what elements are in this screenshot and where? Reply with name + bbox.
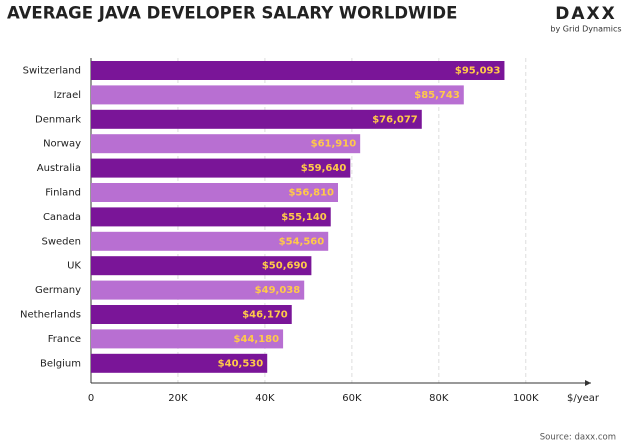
y-tick-label: Finland [45, 188, 81, 199]
value-label: $55,140 [281, 212, 327, 223]
y-tick-label: Switzerland [23, 66, 81, 77]
y-tick-label: Canada [43, 212, 81, 223]
y-tick-label: Izrael [54, 90, 81, 101]
bar [91, 207, 331, 227]
y-tick-label: Denmark [35, 114, 81, 125]
x-axis-arrow [585, 380, 591, 386]
value-label: $56,810 [288, 188, 334, 199]
y-tick-label: Sweden [41, 236, 81, 247]
value-label: $54,560 [279, 236, 325, 247]
logo-tagline: by Grid Dynamics [550, 25, 621, 34]
y-tick-label: Belgium [40, 358, 81, 369]
bar [91, 305, 292, 324]
bar [91, 353, 268, 373]
y-tick-label: UK [67, 261, 81, 272]
bar [91, 158, 351, 178]
value-label: $76,077 [372, 114, 418, 125]
x-tick-label: 40K [255, 393, 275, 404]
bar [91, 109, 422, 129]
bar [91, 134, 361, 154]
bar [91, 61, 505, 80]
value-label: $50,690 [262, 261, 308, 272]
value-label: $59,640 [301, 163, 347, 174]
x-axis-label: $/year [567, 393, 600, 404]
bar [91, 280, 305, 300]
logo-name: DAXX [555, 4, 616, 24]
bar [91, 329, 284, 349]
value-label: $44,180 [234, 334, 280, 345]
x-tick-label: 0 [88, 393, 94, 404]
y-tick-label: France [48, 334, 81, 345]
x-tick-label: 20K [168, 393, 188, 404]
value-label: $40,530 [218, 358, 264, 369]
bar [91, 231, 329, 251]
x-tick-label: 100K [513, 393, 539, 404]
value-label: $85,743 [414, 90, 460, 101]
chart-title: AVERAGE JAVA DEVELOPER SALARY WORLDWIDE [7, 4, 457, 23]
source: Source: daxx.com [540, 433, 616, 443]
value-label: $46,170 [242, 310, 288, 321]
bar [91, 256, 312, 276]
value-label: $95,093 [455, 66, 501, 77]
y-tick-label: Netherlands [20, 310, 81, 321]
y-tick-label: Germany [35, 285, 81, 296]
bar [91, 85, 464, 105]
value-label: $61,910 [311, 139, 357, 150]
value-label: $49,038 [255, 285, 301, 296]
x-tick-label: 60K [342, 393, 362, 404]
y-tick-label: Australia [37, 163, 81, 174]
y-tick-label: Norway [43, 139, 81, 150]
bar [91, 183, 338, 202]
x-tick-label: 80K [429, 393, 449, 404]
